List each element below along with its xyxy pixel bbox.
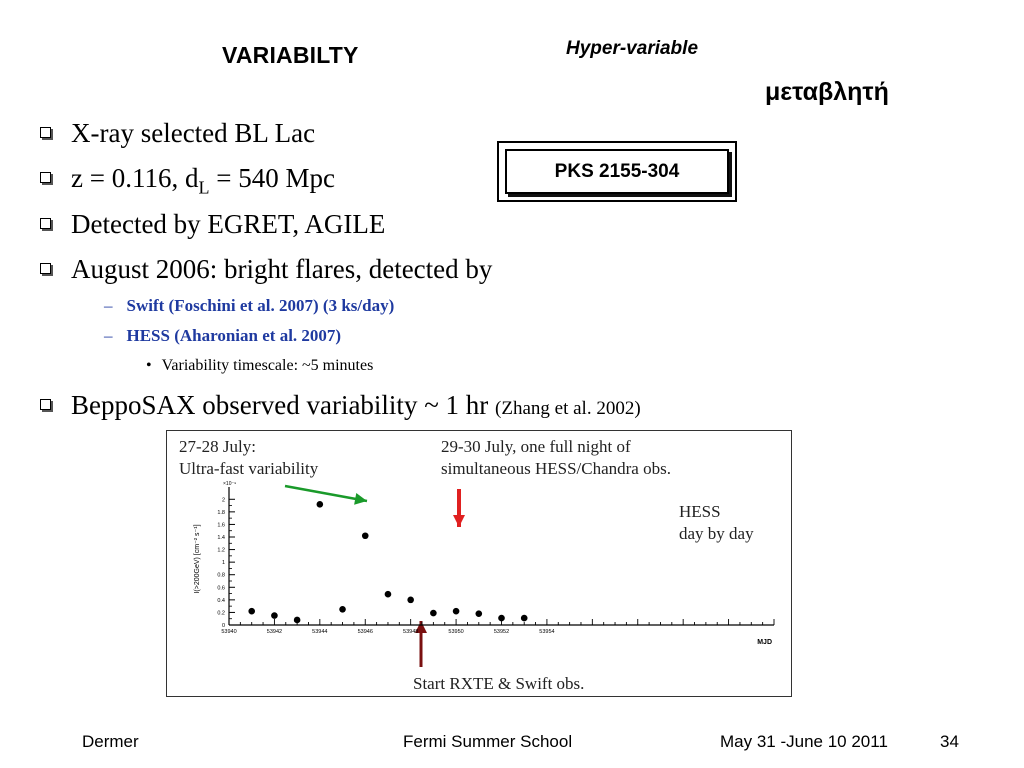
slide-title: VARIABILTY: [222, 42, 359, 68]
data-point: [520, 614, 528, 622]
lightcurve-chart: 0 0.2 0.4 0.6 0.8 1 1.2 1.4 1.6 1.8 2 53940 53942 539…: [194, 481, 775, 667]
x-tick-label: 53948: [403, 629, 418, 635]
dash-bullet: –: [104, 326, 113, 345]
data-point: [316, 501, 324, 508]
data-point: [339, 605, 346, 613]
bullet-text-subscript: L: [198, 177, 210, 198]
bullet-text: August 2006: bright flares, detected by: [71, 254, 493, 284]
y-axis-label: I(>200GeV) [cm⁻² s⁻¹]: [194, 524, 201, 593]
y-tick-label: 0.8: [217, 573, 225, 579]
data-point: [498, 614, 505, 622]
bullet-citation: (Zhang et al. 2002): [495, 398, 641, 419]
source-name: PKS 2155-304: [554, 160, 680, 182]
x-tick-label: 53942: [267, 629, 282, 635]
footer-author: Dermer: [82, 732, 139, 751]
y-tick-label: 1.4: [217, 535, 225, 541]
data-point: [361, 532, 369, 540]
subbullet-1: – Swift (Foschini et al. 2007) (3 ks/day): [104, 296, 394, 316]
y-tick-label: 0.2: [217, 610, 225, 616]
y-tick-label: 1: [222, 560, 225, 566]
y-tick-label: 1.2: [217, 548, 225, 554]
data-point: [271, 612, 278, 619]
bullet-text: Detected by EGRET, AGILE: [71, 209, 386, 239]
full-night-annotation: 29-30 July, one full night of simultaneo…: [441, 436, 671, 480]
bullet-text-post: = 540 Mpc: [209, 163, 335, 193]
start-obs-annotation: Start RXTE & Swift obs.: [413, 674, 585, 693]
x-tick-label: 53940: [221, 629, 236, 635]
subsubbullet-text: Variability timescale: ~5 minutes: [161, 357, 374, 374]
x-tick-label: 53944: [312, 629, 327, 635]
checkbox-bullet-icon: [40, 399, 51, 410]
y-tick-label: 1.6: [217, 522, 225, 528]
green-arrow-icon-shaft: [284, 484, 368, 503]
bullet-text: BeppoSAX observed variability ~ 1 hr (Zh…: [71, 390, 641, 421]
y-multiplier-label: ×10⁻⁹: [223, 481, 236, 487]
annotation-arrows: [284, 484, 465, 667]
greek-label: μεταβλητή: [765, 78, 889, 106]
bullet-text-pre: z = 0.116, d: [71, 163, 199, 193]
hess-daily-annotation: HESS day by day: [679, 501, 754, 545]
dash-bullet: –: [104, 296, 113, 315]
fast-variability-annotation: 27-28 July: Ultra-fast variability: [179, 436, 318, 480]
subbullet-2: – HESS (Aharonian et al. 2007): [104, 326, 341, 346]
footer-event: Fermi Summer School: [403, 732, 573, 751]
subbullet-text: Swift (Foschini et al. 2007) (3 ks/day): [126, 296, 395, 315]
subsubbullet-1: • Variability timescale: ~5 minutes: [146, 357, 373, 375]
y-tick-label: 2: [222, 497, 225, 503]
y-tick-label: 0: [222, 623, 225, 629]
chart-points: [248, 501, 528, 624]
bullet-text: X-ray selected BL Lac: [71, 118, 316, 148]
subbullet-text: HESS (Aharonian et al. 2007): [126, 326, 342, 345]
fast-annotation-line2: Ultra-fast variability: [179, 459, 319, 478]
checkbox-bullet-icon: [40, 127, 51, 138]
data-point: [248, 607, 256, 615]
red-arrow-icon-head: [453, 515, 465, 527]
x-tick-label: 53950: [448, 629, 463, 635]
x-axis-label: MJD: [757, 639, 772, 646]
checkbox-bullet-icon: [40, 263, 51, 274]
night-annotation-line2: simultaneous HESS/Chandra obs.: [441, 459, 671, 478]
hyper-variable-label: Hyper-variable: [566, 38, 699, 59]
footer-page-number: 34: [940, 732, 959, 751]
bullet-3: Detected by EGRET, AGILE: [40, 209, 385, 240]
bullet-text: z = 0.116, dL = 540 Mpc: [71, 163, 335, 198]
x-tick-label: 53946: [358, 629, 373, 635]
checkbox-bullet-icon: [40, 218, 51, 229]
darkred-arrow-icon-head: [415, 621, 427, 633]
bullet-text-main: BeppoSAX observed variability ~ 1 hr: [71, 390, 496, 420]
bullet-2: z = 0.116, dL = 540 Mpc: [40, 163, 335, 198]
night-annotation-line1: 29-30 July, one full night of: [441, 437, 631, 456]
lightcurve-figure: 27-28 July: Ultra-fast variability 29-30…: [166, 430, 792, 697]
y-tick-label: 0.6: [217, 585, 225, 591]
source-name-inner: PKS 2155-304: [505, 149, 729, 194]
x-tick-label: 53952: [494, 629, 509, 635]
checkbox-bullet-icon: [40, 172, 51, 183]
footer-date: May 31 -June 10 2011: [720, 732, 888, 751]
chart-axes: 0 0.2 0.4 0.6 0.8 1 1.2 1.4 1.6 1.8 2 53940 53942 539…: [194, 481, 775, 646]
bullet-4: August 2006: bright flares, detected by: [40, 254, 492, 285]
bullet-1: X-ray selected BL Lac: [40, 118, 315, 149]
data-point: [452, 607, 460, 615]
data-point: [407, 596, 414, 604]
data-point: [475, 610, 483, 617]
data-point: [293, 616, 301, 624]
data-point: [430, 609, 437, 617]
y-tick-label: 0.4: [217, 598, 225, 604]
fast-annotation-line1: 27-28 July:: [179, 437, 256, 456]
green-arrow-icon-head: [354, 492, 367, 505]
x-tick-label: 53954: [539, 629, 554, 635]
hess-annotation-line2: day by day: [679, 524, 754, 543]
hess-annotation-line1: HESS: [679, 502, 721, 521]
bullet-5: BeppoSAX observed variability ~ 1 hr (Zh…: [40, 390, 641, 421]
data-point: [384, 590, 392, 598]
dot-bullet: •: [146, 357, 152, 374]
y-tick-label: 1.8: [217, 510, 225, 516]
source-name-box: PKS 2155-304: [497, 141, 737, 202]
